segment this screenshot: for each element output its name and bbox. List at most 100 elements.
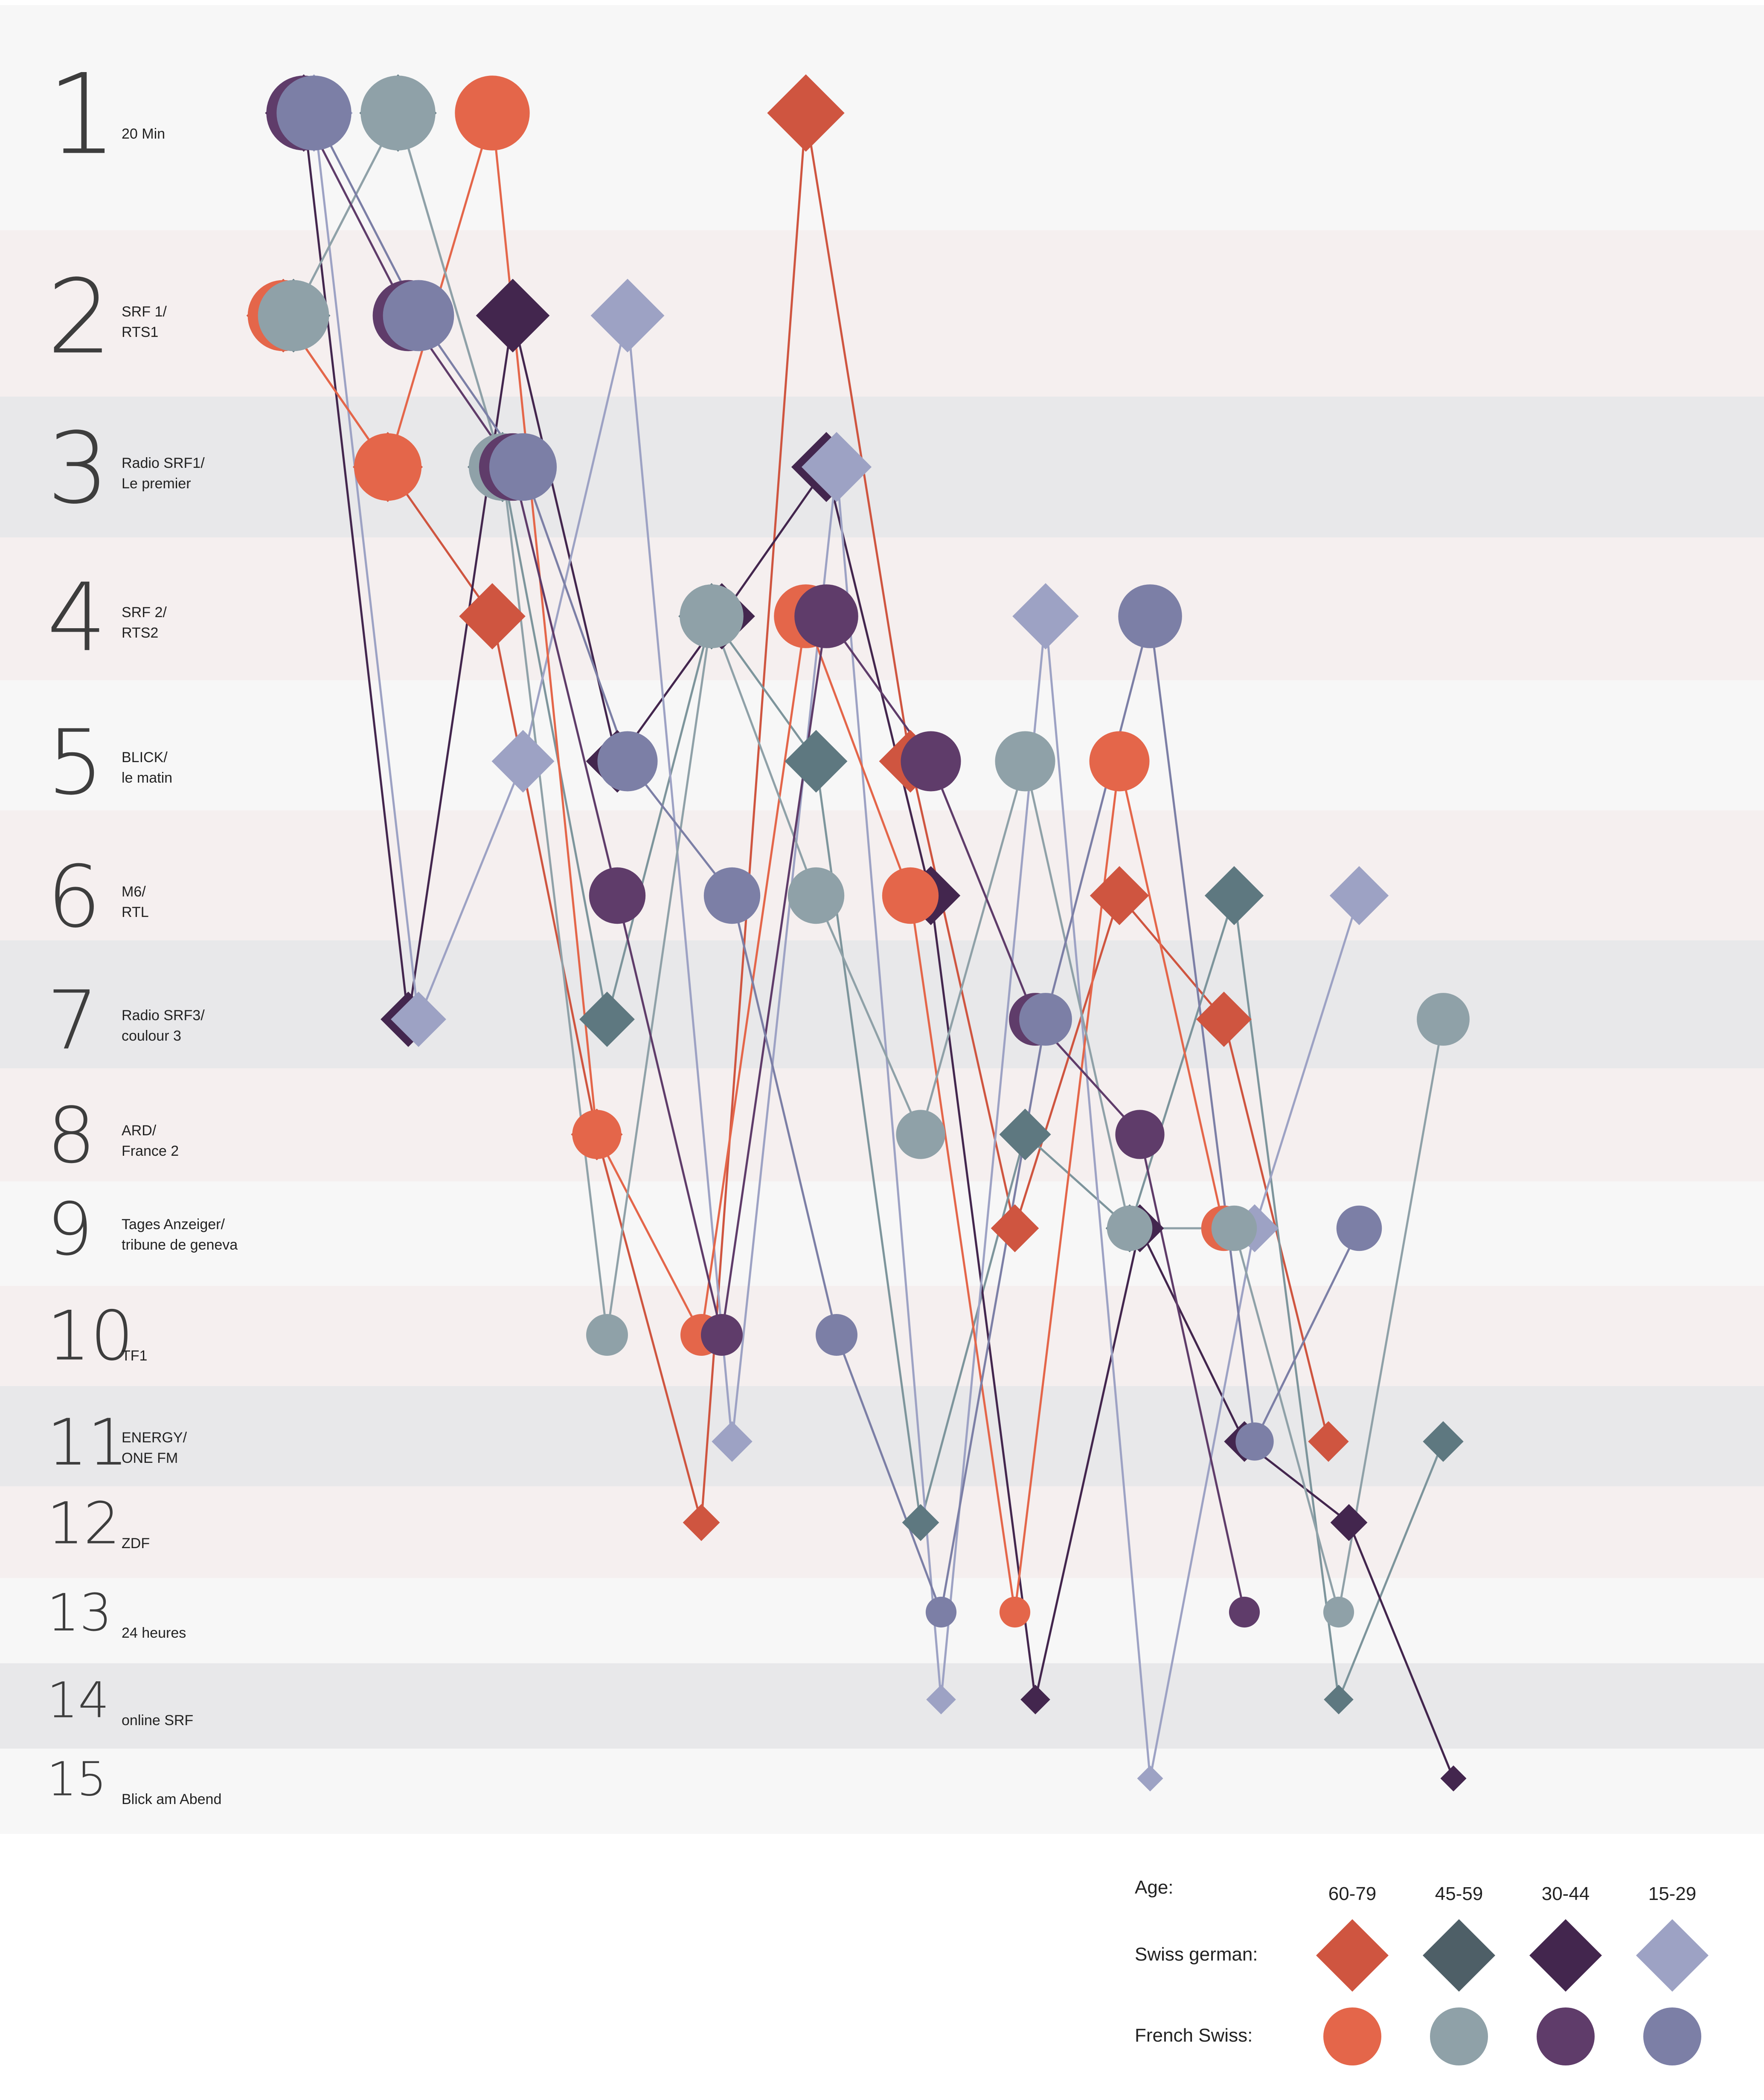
point-s6-6 [901,731,961,792]
rank-label-9-line-2: tribune de geneva [122,1237,238,1253]
rank-number-3: 3 [47,412,109,526]
rank-number-7: 7 [47,973,99,1067]
legend-swatch-0-2 [1529,1919,1602,1992]
rank-band-14 [0,1663,1764,1749]
rank-label-3-line-1: Radio SRF1/ [122,455,205,471]
rank-label-6-line-1: M6/ [122,884,146,900]
rank-label-10-line-1: TF1 [122,1348,147,1364]
point-s2-2 [476,278,550,353]
point-s7-1 [383,280,454,351]
rank-label-9-line-1: Tages Anzeiger/ [122,1216,225,1233]
point-s0-5 [767,74,845,152]
point-s4-3 [572,1110,622,1159]
rank-band-15 [0,1749,1764,1834]
legend-swatch-0-1 [1423,1919,1495,1992]
rank-label-2-line-2: RTS1 [122,324,158,340]
point-s0-9 [1196,992,1252,1047]
rank-label-1-line-1: 20 Min [122,126,165,142]
point-s4-2 [455,75,530,151]
point-s6-5 [794,584,858,648]
legend-row-label-0: Swiss german: [1135,1944,1258,1965]
rank-band-12 [0,1486,1764,1578]
rank-number-15: 15 [47,1752,107,1807]
legend-age-0: 60-79 [1328,1883,1377,1904]
rank-label-6-line-2: RTL [122,904,149,920]
rank-number-8: 8 [47,1091,96,1181]
rank-label-5-line-2: le matin [122,770,172,786]
point-s3-10 [1329,866,1389,925]
rank-number-5: 5 [47,711,104,815]
point-s6-9 [1229,1596,1260,1628]
rank-label-13-line-1: 24 heures [122,1625,186,1641]
point-s2-10 [1330,1504,1368,1541]
rank-number-13: 13 [47,1584,112,1643]
point-s3-3 [590,278,665,353]
rank-label-8-line-1: ARD/ [122,1123,157,1139]
point-s3-5 [801,432,872,502]
rank-band-4 [0,537,1764,680]
point-s1-10 [1324,1685,1354,1714]
legend-swatch-1-0 [1323,2007,1381,2065]
legend-row-label-1: French Swiss: [1135,2025,1253,2046]
legend-swatch-1-3 [1643,2007,1701,2065]
point-s0-7 [991,1204,1039,1253]
rank-number-2: 2 [47,257,112,377]
point-s2-11 [1440,1765,1467,1792]
point-s7-7 [1019,993,1072,1046]
rank-band-6 [0,810,1764,940]
point-s1-7 [999,1108,1051,1160]
point-s7-8 [1118,584,1182,648]
point-s5-9 [1211,1205,1257,1251]
legend-age-title: Age: [1135,1877,1174,1898]
point-s3-2 [491,730,555,793]
point-s0-8 [1090,866,1149,925]
rank-number-6: 6 [47,847,101,947]
rank-bands [0,5,1764,1834]
point-s1-3 [579,992,635,1047]
point-s5-11 [1417,993,1470,1046]
rank-number-10: 10 [47,1296,134,1376]
rank-label-14-line-1: online SRF [122,1712,193,1729]
point-s5-3 [586,1314,628,1356]
rank-number-14: 14 [47,1672,109,1729]
rank-band-13 [0,1578,1764,1663]
point-s5-0 [258,280,329,351]
point-s6-3 [589,867,646,924]
point-s7-0 [276,75,352,151]
point-s3-7 [1012,583,1079,650]
point-s0-10 [1308,1421,1349,1462]
rank-labels: 1 20 Min 2 SRF 1/RTS1 3 Radio SRF1/Le premier… [47,51,238,1807]
point-s5-1 [360,75,436,151]
rank-label-3-line-2: Le premier [122,476,191,492]
point-s7-5 [816,1314,857,1356]
rank-label-5-line-1: BLICK/ [122,749,168,766]
rank-label-7-line-1: Radio SRF3/ [122,1007,205,1024]
legend-swatch-0-0 [1316,1919,1389,1992]
rank-band-1 [0,5,1764,230]
legend-swatch-1-2 [1537,2007,1595,2065]
point-s4-1 [354,433,422,501]
point-s5-6 [896,1110,945,1159]
point-s6-8 [1115,1110,1165,1159]
point-s3-6 [926,1685,956,1714]
rank-number-4: 4 [47,563,107,672]
point-s1-5 [785,730,848,793]
rank-band-10 [0,1286,1764,1386]
point-s4-7 [999,1596,1031,1628]
point-s1-11 [1423,1421,1464,1462]
point-s7-2 [489,433,557,501]
rank-number-1: 1 [47,51,117,180]
point-s1-6 [902,1504,939,1541]
rank-label-2-line-1: SRF 1/ [122,304,167,320]
point-s5-8 [1107,1205,1153,1251]
point-s5-7 [995,731,1055,792]
legend-swatch-1-1 [1430,2007,1488,2065]
legend-age-3: 15-29 [1648,1883,1697,1904]
point-s1-9 [1204,866,1264,925]
rank-band-5 [0,680,1764,810]
rank-label-11-line-2: ONE FM [122,1450,178,1466]
rank-label-11-line-1: ENERGY/ [122,1430,187,1446]
point-s5-10 [1323,1596,1354,1628]
point-s7-10 [1336,1205,1382,1251]
